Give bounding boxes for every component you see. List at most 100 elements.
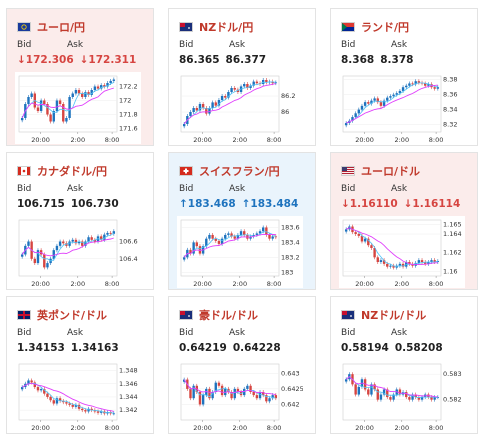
- y-tick-label: 1.346: [119, 380, 138, 388]
- pair-name[interactable]: NZドル/円: [199, 21, 254, 34]
- ch-icon: [179, 166, 193, 176]
- candle-body: [74, 404, 78, 407]
- rate-card-cadjpy[interactable]: カナダドル/円 Bid Ask 106.715 106.730 106.6 106.4 20:…: [6, 152, 154, 290]
- rate-card-eurjpy[interactable]: ユーロ/円 Bid Ask ↓172.306 ↓172.311 172.2 172 171.8…: [6, 8, 154, 146]
- pair-title[interactable]: 英ポンド/ドル: [17, 307, 107, 323]
- candle-body: [217, 100, 221, 106]
- pair-name[interactable]: カナダドル/円: [37, 165, 108, 178]
- bid-ask-labels: Bid Ask: [179, 40, 279, 50]
- mini-chart[interactable]: 0.583 0.582 20:00 2:00 8:00: [339, 360, 465, 432]
- bid-ask-values: 8.368 8.378: [341, 54, 419, 66]
- candle-body: [258, 231, 262, 234]
- candle-body: [386, 97, 389, 101]
- y-tick-label: 171.6: [119, 125, 138, 133]
- candle-body: [423, 262, 427, 264]
- candle-body: [230, 88, 233, 92]
- x-tick-label: 8:00: [429, 424, 444, 432]
- eu-icon: [17, 22, 31, 32]
- rate-card-eurusd[interactable]: ユーロ/ドル Bid Ask ↓1.16110 ↓1.16114 1.165 1.164 1.…: [330, 152, 478, 290]
- pair-title[interactable]: 豪ドル/ドル: [179, 307, 258, 323]
- mini-chart[interactable]: 183.6 183.4 183.2 183 20:00 2:00 8:00: [177, 216, 303, 288]
- candle-body: [252, 81, 255, 86]
- candle-body: [433, 397, 436, 400]
- ma-long-line: [183, 233, 276, 258]
- candle-body: [360, 235, 364, 242]
- plot-frame: [180, 75, 280, 133]
- x-tick-label: 8:00: [105, 280, 120, 288]
- candle-body: [227, 233, 230, 235]
- rate-card-audusd[interactable]: 豪ドル/ドル Bid Ask 0.64219 0.64228 0.643 0.6425 0.6…: [168, 296, 316, 434]
- x-tick-label: 2:00: [232, 424, 247, 432]
- candle-body: [90, 90, 93, 95]
- ask-value: 8.378: [380, 54, 414, 66]
- candle-body: [33, 258, 37, 264]
- pair-name[interactable]: ランド/円: [361, 21, 410, 34]
- candle-body: [58, 241, 62, 246]
- candle-body: [62, 104, 65, 122]
- x-tick-label: 20:00: [355, 280, 374, 288]
- ma-long-line: [183, 379, 276, 396]
- x-tick-label: 8:00: [105, 424, 120, 432]
- bid-value: 0.64219: [179, 342, 227, 354]
- candle-body: [77, 241, 81, 244]
- ask-label: Ask: [67, 40, 84, 50]
- pair-name[interactable]: スイスフラン/円: [199, 165, 280, 178]
- x-tick-label: 20:00: [31, 280, 50, 288]
- candle-body: [20, 387, 24, 390]
- pair-name[interactable]: 英ポンド/ドル: [37, 309, 108, 322]
- rate-grid: ユーロ/円 Bid Ask ↓172.306 ↓172.311 172.2 172 171.8…: [6, 8, 478, 434]
- candle-body: [379, 102, 383, 106]
- candle-body: [417, 81, 421, 83]
- bid-value: 0.58194: [341, 342, 389, 354]
- candle-body: [39, 389, 43, 391]
- mini-chart[interactable]: 1.348 1.346 1.344 1.342 20:00 2:00 8:00: [15, 360, 141, 432]
- x-tick-label: 8:00: [267, 136, 282, 144]
- pair-name[interactable]: NZドル/ドル: [361, 309, 427, 322]
- candle-chart: 172.2 172 171.8 171.6 20:00 2:00 8:00: [18, 75, 138, 144]
- candle-body: [211, 102, 214, 108]
- rate-card-nzdjpy[interactable]: NZドル/円 Bid Ask 86.365 86.377 86.2 86 20:00 2:00 8…: [168, 8, 316, 146]
- candle-body: [93, 86, 97, 90]
- candle-body: [423, 83, 427, 86]
- rate-card-chfjpy[interactable]: スイスフラン/円 Bid Ask ↑183.468 ↑183.484 183.6 183.4…: [168, 152, 316, 290]
- candle-body: [268, 234, 271, 239]
- rate-card-gbpusd[interactable]: 英ポンド/ドル Bid Ask 1.34153 1.34163 1.348 1.346 1.3…: [6, 296, 154, 434]
- pair-title[interactable]: スイスフラン/円: [179, 163, 280, 179]
- y-tick-label: 1.348: [119, 367, 138, 375]
- candle-body: [71, 404, 74, 407]
- pair-name[interactable]: ユーロ/円: [37, 21, 86, 34]
- ask-label: Ask: [391, 184, 408, 194]
- candle-body: [243, 231, 246, 235]
- y-tick-label: 1.342: [119, 406, 138, 414]
- candle-body: [433, 260, 436, 262]
- rate-card-nzdusd[interactable]: NZドル/ドル Bid Ask 0.58194 0.58208 0.583 0.582 20:…: [330, 296, 478, 434]
- candle-body: [417, 260, 421, 263]
- candle-body: [382, 100, 386, 106]
- candle-body: [217, 240, 221, 244]
- pair-title[interactable]: ユーロ/円: [17, 19, 85, 35]
- candle-body: [246, 84, 249, 88]
- pair-title[interactable]: ユーロ/ドル: [341, 163, 420, 179]
- pair-name[interactable]: ユーロ/ドル: [361, 165, 421, 178]
- mini-chart[interactable]: 8.38 8.36 8.34 8.32 20:00 2:00 8:00: [339, 72, 465, 144]
- x-tick-label: 2:00: [232, 136, 247, 144]
- rate-card-zarjpy[interactable]: ランド/円 Bid Ask 8.368 8.378 8.38 8.36 8.34 8.32 20:…: [330, 8, 478, 146]
- mini-chart[interactable]: 106.6 106.4 20:00 2:00 8:00: [15, 216, 141, 288]
- mini-chart[interactable]: 1.165 1.164 1.162 1.16 20:00 2:00 8:00: [339, 216, 465, 288]
- pair-title[interactable]: ランド/円: [341, 19, 409, 35]
- x-tick-label: 8:00: [267, 424, 282, 432]
- ma-long-line: [21, 237, 114, 257]
- pair-title[interactable]: NZドル/円: [179, 19, 253, 35]
- bid-ask-labels: Bid Ask: [179, 328, 279, 338]
- pair-name[interactable]: 豪ドル/ドル: [199, 309, 259, 322]
- mini-chart[interactable]: 0.643 0.6425 0.642 20:00 2:00 8:00: [177, 360, 303, 432]
- candle-body: [205, 238, 208, 247]
- y-tick-label: 8.38: [443, 76, 457, 84]
- pair-title[interactable]: NZドル/ドル: [341, 307, 426, 323]
- candle-body: [408, 397, 411, 400]
- mini-chart[interactable]: 172.2 172 171.8 171.6 20:00 2:00 8:00: [15, 72, 141, 144]
- candle-body: [214, 102, 217, 106]
- mini-chart[interactable]: 86.2 86 20:00 2:00 8:00: [177, 72, 303, 144]
- bid-value: ↓1.16110: [341, 198, 398, 210]
- pair-title[interactable]: カナダドル/円: [17, 163, 107, 179]
